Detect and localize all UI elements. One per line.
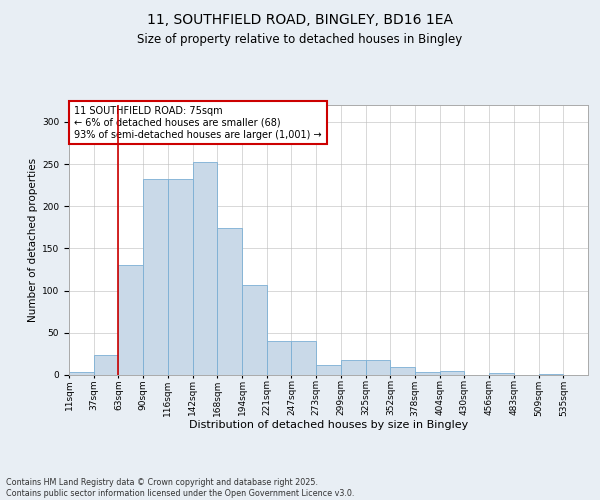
- Bar: [217, 228, 242, 375]
- Y-axis label: Number of detached properties: Number of detached properties: [28, 158, 38, 322]
- Bar: [94, 355, 118, 375]
- Bar: [390, 368, 415, 375]
- Bar: [143, 180, 168, 375]
- Bar: [489, 374, 514, 375]
- Text: 11, SOUTHFIELD ROAD, BINGLEY, BD16 1EA: 11, SOUTHFIELD ROAD, BINGLEY, BD16 1EA: [147, 12, 453, 26]
- Bar: [415, 372, 440, 375]
- Bar: [168, 180, 193, 375]
- Text: Size of property relative to detached houses in Bingley: Size of property relative to detached ho…: [137, 32, 463, 46]
- Bar: [341, 360, 365, 375]
- Bar: [365, 360, 390, 375]
- Bar: [539, 374, 563, 375]
- Text: 11 SOUTHFIELD ROAD: 75sqm
← 6% of detached houses are smaller (68)
93% of semi-d: 11 SOUTHFIELD ROAD: 75sqm ← 6% of detach…: [74, 106, 322, 140]
- Bar: [440, 371, 464, 375]
- Bar: [267, 341, 292, 375]
- Bar: [69, 372, 94, 375]
- Bar: [118, 266, 143, 375]
- Text: Contains HM Land Registry data © Crown copyright and database right 2025.
Contai: Contains HM Land Registry data © Crown c…: [6, 478, 355, 498]
- Bar: [242, 284, 267, 375]
- X-axis label: Distribution of detached houses by size in Bingley: Distribution of detached houses by size …: [189, 420, 468, 430]
- Bar: [193, 162, 217, 375]
- Bar: [292, 341, 316, 375]
- Bar: [316, 365, 341, 375]
